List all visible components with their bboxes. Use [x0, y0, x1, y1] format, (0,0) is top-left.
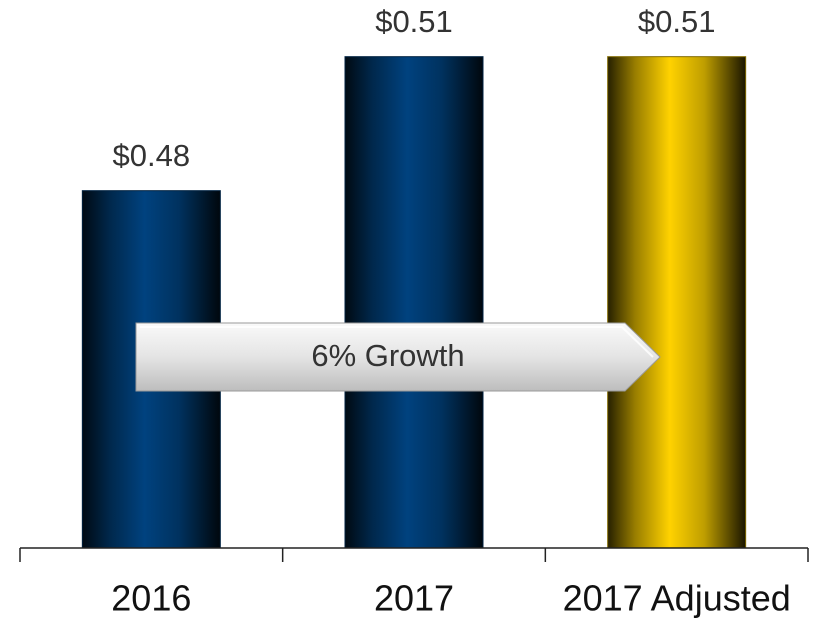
bars: $0.48 $0.51 $0.51: [81, 4, 747, 549]
arrow-bevel: [140, 326, 654, 358]
value-label: $0.51: [375, 4, 453, 39]
bar: [344, 56, 484, 549]
value-label: $0.51: [638, 4, 716, 39]
growth-arrow: 6% Growth: [135, 322, 661, 392]
x-tick-label: 2016: [111, 578, 191, 619]
value-label: $0.48: [113, 138, 191, 173]
x-tick-label: 2017: [374, 578, 454, 619]
bar: [607, 56, 747, 549]
arrow-shape: [135, 322, 661, 392]
axis-ticks: [19, 548, 809, 562]
x-tick-label: 2017 Adjusted: [563, 578, 791, 619]
growth-annotation: 6% Growth: [311, 338, 464, 373]
